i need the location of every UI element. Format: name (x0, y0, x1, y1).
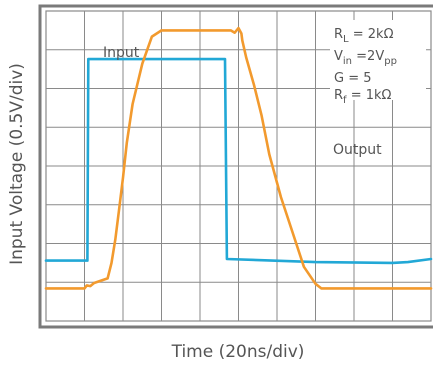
condition-rf: Rf = 1kΩ (334, 88, 392, 106)
x-axis-label: Time (20ns/div) (171, 342, 305, 362)
y-axis-label: Input Voltage (0.5V/div) (7, 63, 27, 265)
input-trace (44, 57, 433, 265)
grid (45, 10, 432, 322)
output-trace-label: Output (333, 142, 382, 158)
condition-vin: Vin =2Vpp (334, 49, 397, 67)
conditions-box: RL = 2kΩ Vin =2Vpp G = 5 Rf = 1kΩ (330, 20, 426, 106)
conditions-background (330, 20, 426, 100)
plot-frame (38, 4, 433, 329)
condition-gain: G = 5 (334, 71, 372, 86)
condition-rl: RL = 2kΩ (334, 27, 394, 45)
output-trace (44, 26, 433, 290)
input-trace-label: Input (103, 45, 140, 61)
traces (44, 26, 433, 290)
